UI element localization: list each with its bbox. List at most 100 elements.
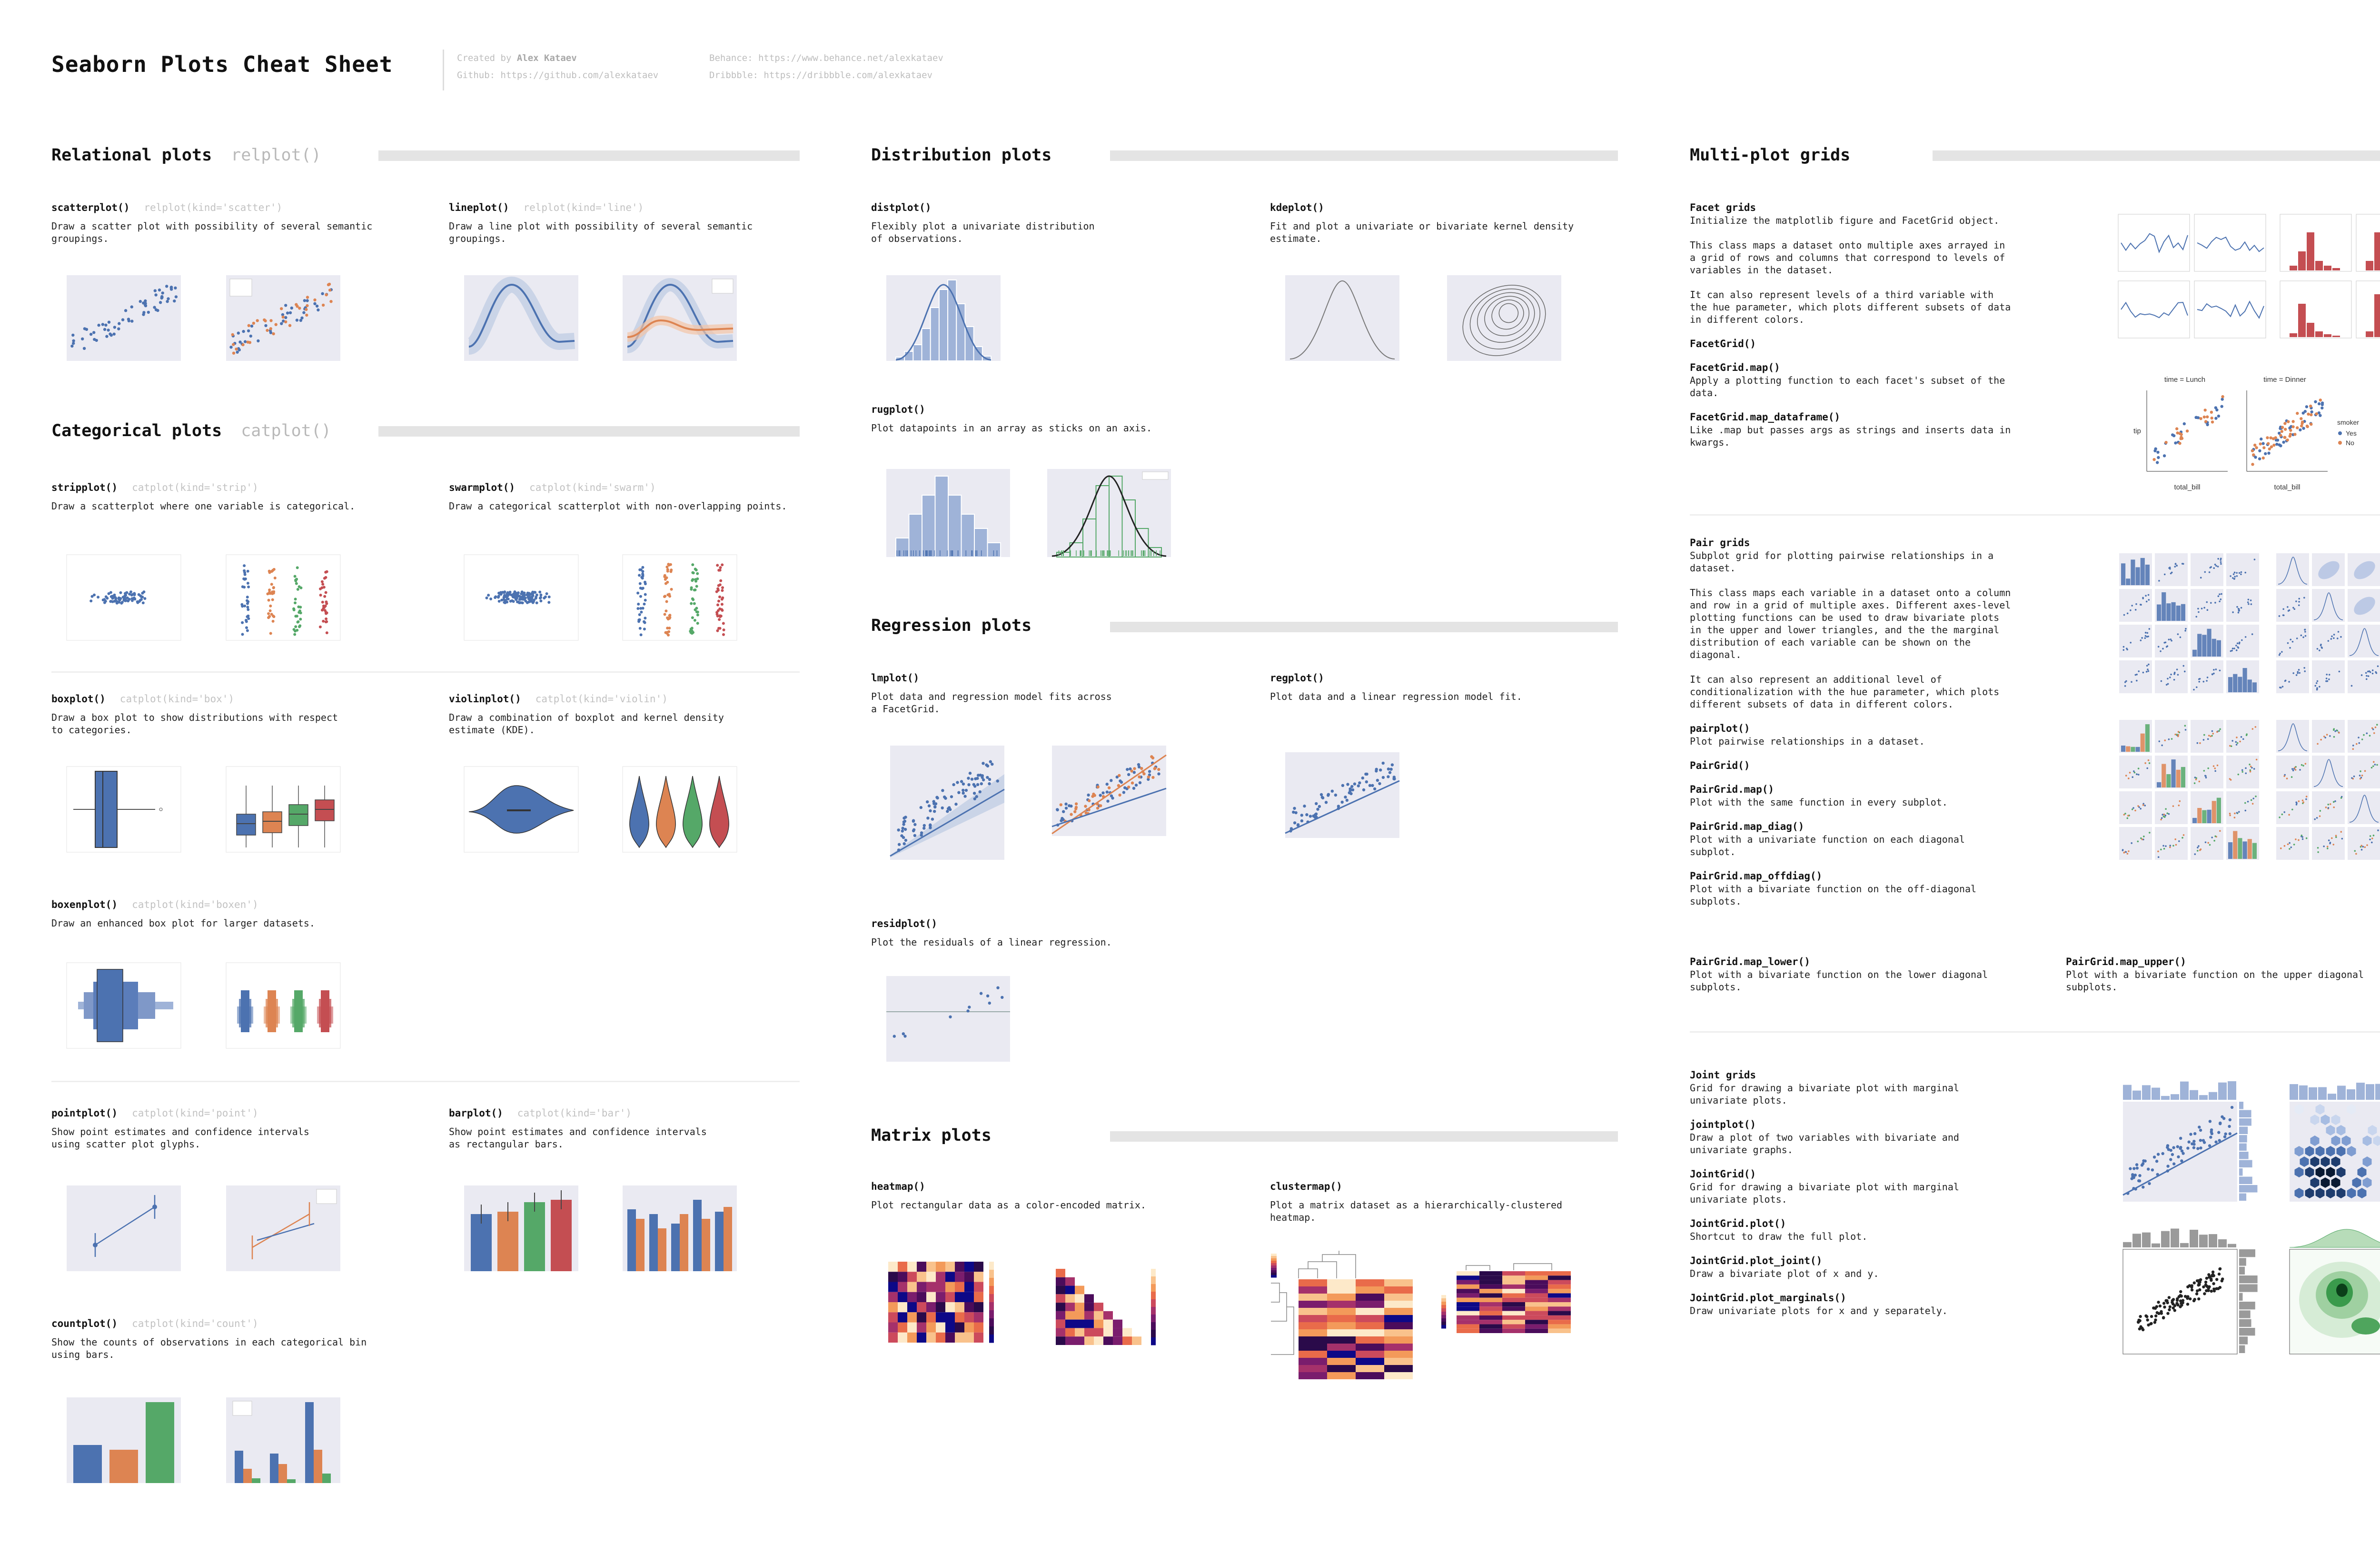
hex-cell: [2326, 1125, 2335, 1136]
heatmap-cell: [1525, 1293, 1548, 1298]
data-point: [1293, 821, 1297, 825]
heatmap-cell: [936, 1332, 945, 1343]
data-point: [967, 777, 970, 780]
data-point: [920, 831, 923, 835]
data-point: [292, 628, 296, 631]
heatmap-cell: [1084, 1294, 1094, 1303]
heatmap-cell: [1299, 1372, 1327, 1379]
pair-cell: [2119, 756, 2152, 788]
data-point: [2204, 1280, 2208, 1284]
heatmap-cell: [1056, 1336, 1065, 1345]
pair-grid-list: Pair grids Subplot grid for plotting pair…: [1690, 537, 2052, 907]
heatmap-cell: [1384, 1344, 1413, 1351]
data-point: [691, 597, 694, 600]
heatmap-cell: [1075, 1328, 1084, 1337]
heatmap-cell: [1479, 1289, 1502, 1294]
data-point: [988, 777, 992, 781]
data-point: [2139, 1315, 2142, 1318]
data-point: [979, 992, 983, 995]
data-point: [2179, 1136, 2182, 1140]
data-point: [2270, 445, 2273, 448]
data-point: [1324, 801, 1328, 804]
hist-bar: [2180, 1081, 2189, 1100]
heatmap-cell: [1502, 1275, 1525, 1280]
heatmap-cell: [1065, 1303, 1075, 1311]
credit-behance[interactable]: Behance: https://www.behance.net/alexkat…: [709, 53, 943, 63]
data-point: [644, 580, 646, 584]
bar-group-hue: [627, 1200, 732, 1271]
data-point: [2251, 463, 2254, 466]
credit-dribbble[interactable]: Dribbble: https://dribbble.com/alexkatae…: [709, 70, 932, 80]
data-point: [2287, 420, 2290, 423]
function-description: Plot data and regression model fits acro…: [871, 691, 1112, 715]
data-point: [2258, 457, 2261, 460]
hist-bar: [2228, 1244, 2236, 1247]
heatmap-cells: [1056, 1269, 1141, 1345]
heatmap-cell: [1356, 1365, 1384, 1372]
data-point: [321, 292, 324, 295]
data-point: [1387, 775, 1390, 778]
heatmap-cell: [1502, 1280, 1525, 1285]
heatmap-cell: [907, 1302, 917, 1313]
item-barplot: barplot() catplot(kind='bar') Show point …: [449, 1107, 811, 1150]
data-point: [644, 598, 647, 602]
data-point: [245, 626, 248, 629]
pair-cell: [2276, 791, 2309, 824]
data-point: [2317, 411, 2320, 415]
data-point: [1133, 767, 1136, 770]
data-point: [926, 800, 929, 804]
data-point: [512, 600, 515, 603]
heatmap-cell: [945, 1322, 955, 1333]
heatmap-cell: [1056, 1303, 1065, 1311]
data-point: [2210, 1277, 2213, 1281]
hex-cell: [2294, 1104, 2304, 1115]
heatmap-cell: [898, 1312, 907, 1323]
data-point: [166, 300, 169, 303]
data-point: [2160, 1310, 2163, 1313]
data-point: [2310, 422, 2313, 426]
hist-bar: [2290, 266, 2297, 270]
data-point: [2199, 1139, 2202, 1142]
data-point: [956, 781, 959, 784]
regression-line: [1285, 780, 1400, 834]
data-point: [269, 632, 272, 635]
hist-bar: [2298, 304, 2306, 337]
heatmap-cell: [1502, 1306, 1525, 1311]
credit-github[interactable]: Github: https://github.com/alexkataev: [457, 70, 659, 80]
data-point: [2199, 417, 2202, 420]
hist-bar: [2218, 1239, 2227, 1247]
hist-bar: [2366, 331, 2373, 337]
data-point: [2218, 1267, 2222, 1271]
data-point: [284, 320, 288, 324]
data-point: [722, 633, 725, 636]
violinplot-hue-thumbnail: [622, 766, 737, 853]
data-point: [109, 591, 112, 594]
data-point: [1110, 779, 1113, 782]
section-title-multiplot: Multi-plot grids: [1690, 146, 1851, 165]
violin: [709, 776, 729, 848]
hist-bar: [2239, 1152, 2249, 1159]
dendrogram: [1466, 1263, 1552, 1270]
data-point: [2145, 1315, 2149, 1318]
data-point: [529, 598, 532, 601]
function-name: PairGrid.map_offdiag(): [1690, 870, 1823, 882]
data-point: [666, 627, 669, 630]
lineplot-thumbnail: [464, 275, 578, 361]
hist-bar: [2307, 323, 2314, 337]
heatmap-cell: [1299, 1358, 1327, 1365]
data-point: [103, 601, 106, 604]
data-point: [719, 579, 723, 582]
hex-cell: [2320, 1156, 2330, 1167]
heatmap-cell: [1356, 1308, 1384, 1315]
data-point: [2137, 1320, 2140, 1324]
data-point: [2154, 1318, 2157, 1322]
data-point: [268, 591, 271, 594]
heatmap-cell: [1056, 1311, 1065, 1320]
heatmap-cell: [1084, 1336, 1094, 1345]
grid-item: PairGrid.map_offdiag() Plot with a bivari…: [1690, 870, 2052, 907]
data-point: [720, 603, 724, 606]
regression-line: [2122, 1132, 2238, 1196]
data-point: [2192, 1146, 2196, 1149]
heatmap-cell: [1065, 1294, 1075, 1303]
residplot-thumbnail: [886, 976, 1010, 1062]
